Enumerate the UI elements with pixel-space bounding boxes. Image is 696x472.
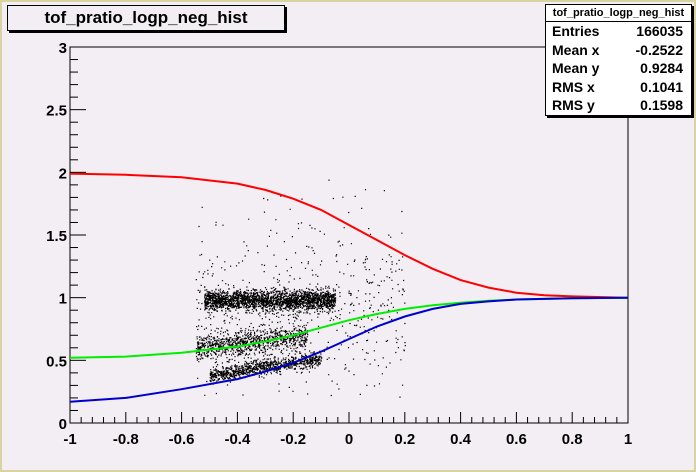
stats-box-title: tof_pratio_logp_neg_hist — [546, 5, 691, 22]
x-tick-label: 0.2 — [394, 431, 415, 448]
stats-label: Mean y — [552, 60, 600, 76]
axes: -1 -0.8 -0.6 -0.4 -0.2 0 0.2 0.4 0.6 0.8 1 0 0.5 1 1.5… — [46, 40, 632, 448]
scatter-cloud — [195, 179, 406, 398]
y-tick-label: 0.5 — [46, 353, 67, 370]
x-tick-label: 0.4 — [450, 431, 472, 448]
stats-row-rms-y: RMS y 0.1598 — [546, 96, 691, 115]
x-tick-label: 0 — [345, 431, 353, 448]
stats-row-mean-x: Mean x -0.2522 — [546, 41, 691, 60]
y-tick-label: 3 — [59, 40, 67, 57]
histogram-title: tof_pratio_logp_neg_hist — [7, 5, 285, 31]
plot-frame — [69, 46, 629, 424]
x-tick-label: 0.6 — [506, 431, 527, 448]
y-tick-label: 1 — [59, 291, 67, 308]
series-line-0 — [69, 172, 629, 299]
scatter-points — [195, 179, 406, 398]
stats-row-entries: Entries 166035 — [546, 22, 691, 41]
x-tick-label: -1 — [63, 431, 76, 448]
x-tick-label: -0.6 — [169, 431, 195, 448]
stats-value: 0.1598 — [640, 97, 683, 113]
stats-value: 0.9284 — [640, 60, 683, 76]
stats-box: tof_pratio_logp_neg_hist Entries 166035 … — [545, 4, 692, 116]
stats-label: Entries — [552, 23, 600, 39]
x-tick-label: -0.8 — [113, 431, 139, 448]
stats-value: 166035 — [636, 23, 683, 39]
y-tick-label: 0 — [59, 416, 67, 433]
stats-label: RMS x — [552, 78, 595, 95]
x-tick-label: 0.8 — [562, 431, 583, 448]
y-tick-label: 2.5 — [46, 103, 67, 120]
x-tick-label: 1 — [624, 431, 632, 448]
y-tick-label: 2 — [59, 165, 67, 182]
fit-curves — [69, 172, 629, 403]
stats-label: RMS y — [552, 97, 595, 113]
stats-row-mean-y: Mean y 0.9284 — [546, 59, 691, 78]
stats-value: -0.2522 — [635, 41, 683, 58]
x-tick-label: -0.4 — [224, 431, 251, 448]
stats-value: 0.1041 — [640, 78, 683, 95]
x-tick-label: -0.2 — [280, 431, 306, 448]
series-line-2 — [69, 296, 629, 403]
stats-label: Mean x — [552, 41, 600, 58]
y-tick-label: 1.5 — [46, 228, 67, 245]
stats-row-rms-x: RMS x 0.1041 — [546, 78, 691, 97]
